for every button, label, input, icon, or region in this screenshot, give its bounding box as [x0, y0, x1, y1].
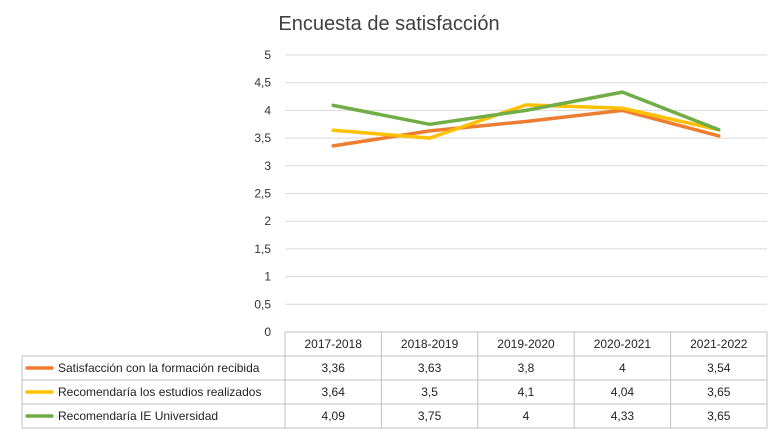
series-line: [331, 103, 721, 140]
data-table-cell: 3,5: [421, 385, 438, 399]
y-tick-label: 1,5: [254, 242, 271, 256]
y-axis-tick-labels: 0 0,5 1 1,5 2 2,5 3 3,5 4 4,5 5: [254, 48, 271, 339]
data-table-cell: 3,8: [518, 361, 535, 375]
chart-title: Encuesta de satisfacción: [278, 13, 499, 35]
category-label: 2021-2022: [690, 337, 748, 351]
series-line: [331, 90, 721, 132]
data-table-cell: 4,04: [611, 385, 635, 399]
category-label: 2018-2019: [401, 337, 459, 351]
legend-label: Recomendaría los estudios realizados: [58, 385, 261, 399]
data-table-cell: 4: [523, 409, 530, 423]
legend-label: Recomendaría IE Universidad: [58, 409, 218, 423]
y-tick-label: 2,5: [254, 187, 271, 201]
y-tick-label: 1: [264, 270, 271, 284]
data-table-cell: 4,33: [611, 409, 635, 423]
data-table-cell: 4,09: [322, 409, 346, 423]
legend-label: Satisfacción con la formación recibida: [58, 361, 260, 375]
y-tick-label: 3: [264, 159, 271, 173]
data-table: 2017-2018 2018-2019 2019-2020 2020-2021 2021…: [21, 331, 768, 429]
data-table-cell: 4,1: [518, 385, 535, 399]
y-tick-label: 3,5: [254, 131, 271, 145]
category-label: 2020-2021: [594, 337, 652, 351]
data-table-cell: 3,36: [322, 361, 346, 375]
data-table-cell: 3,54: [707, 361, 731, 375]
gridlines: [285, 54, 767, 333]
y-tick-label: 5: [264, 48, 271, 62]
y-tick-label: 0: [264, 325, 271, 339]
y-tick-label: 4,5: [254, 76, 271, 90]
category-label: 2017-2018: [305, 337, 363, 351]
data-table-cell: 3,65: [707, 385, 731, 399]
data-table-cell: 3,64: [322, 385, 346, 399]
data-table-cell: 3,75: [418, 409, 442, 423]
y-tick-label: 0,5: [254, 297, 271, 311]
data-table-cell: 4: [619, 361, 626, 375]
data-table-cell: 3,65: [707, 409, 731, 423]
y-tick-label: 4: [264, 103, 271, 117]
y-tick-label: 2: [264, 214, 271, 228]
category-label: 2019-2020: [497, 337, 555, 351]
data-table-cell: 3,63: [418, 361, 442, 375]
series-lines: [331, 90, 721, 148]
